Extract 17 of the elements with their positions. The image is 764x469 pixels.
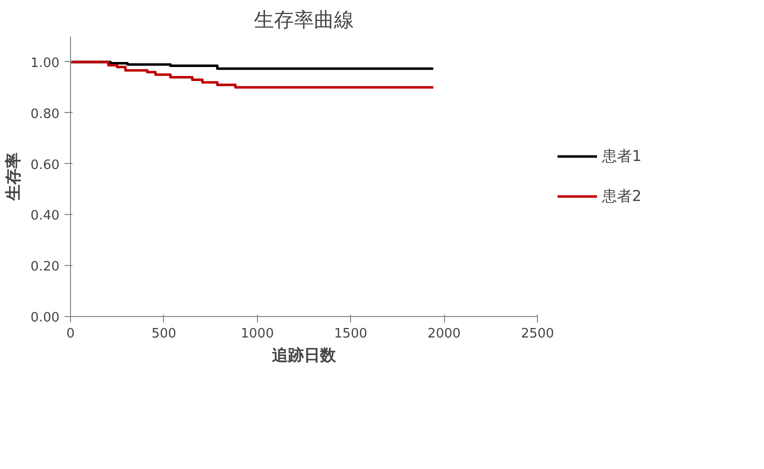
y-tick-label: 1.00 xyxy=(30,56,60,71)
y-axis-title: 生存率 xyxy=(4,152,23,202)
x-axis-title: 追跡日数 xyxy=(271,346,337,364)
x-tick-label: 1500 xyxy=(334,326,368,342)
x-tick-label: 2000 xyxy=(428,326,461,342)
y-tick-label: 0.20 xyxy=(30,260,60,275)
y-tick-label: 0.80 xyxy=(30,106,60,122)
y-tick-label: 0.60 xyxy=(30,158,60,173)
x-tick-label: 500 xyxy=(151,326,176,342)
legend-label: 患者1 xyxy=(602,146,642,166)
x-tick-label: 0 xyxy=(66,326,75,342)
chart-title: 生存率曲線 xyxy=(254,8,354,32)
y-tick-label: 0.00 xyxy=(30,310,60,326)
x-tick-label: 1000 xyxy=(240,326,274,342)
legend-label: 患者2 xyxy=(602,186,642,206)
y-tick-label: 0.40 xyxy=(30,208,60,224)
x-tick-label: 2500 xyxy=(520,326,554,342)
